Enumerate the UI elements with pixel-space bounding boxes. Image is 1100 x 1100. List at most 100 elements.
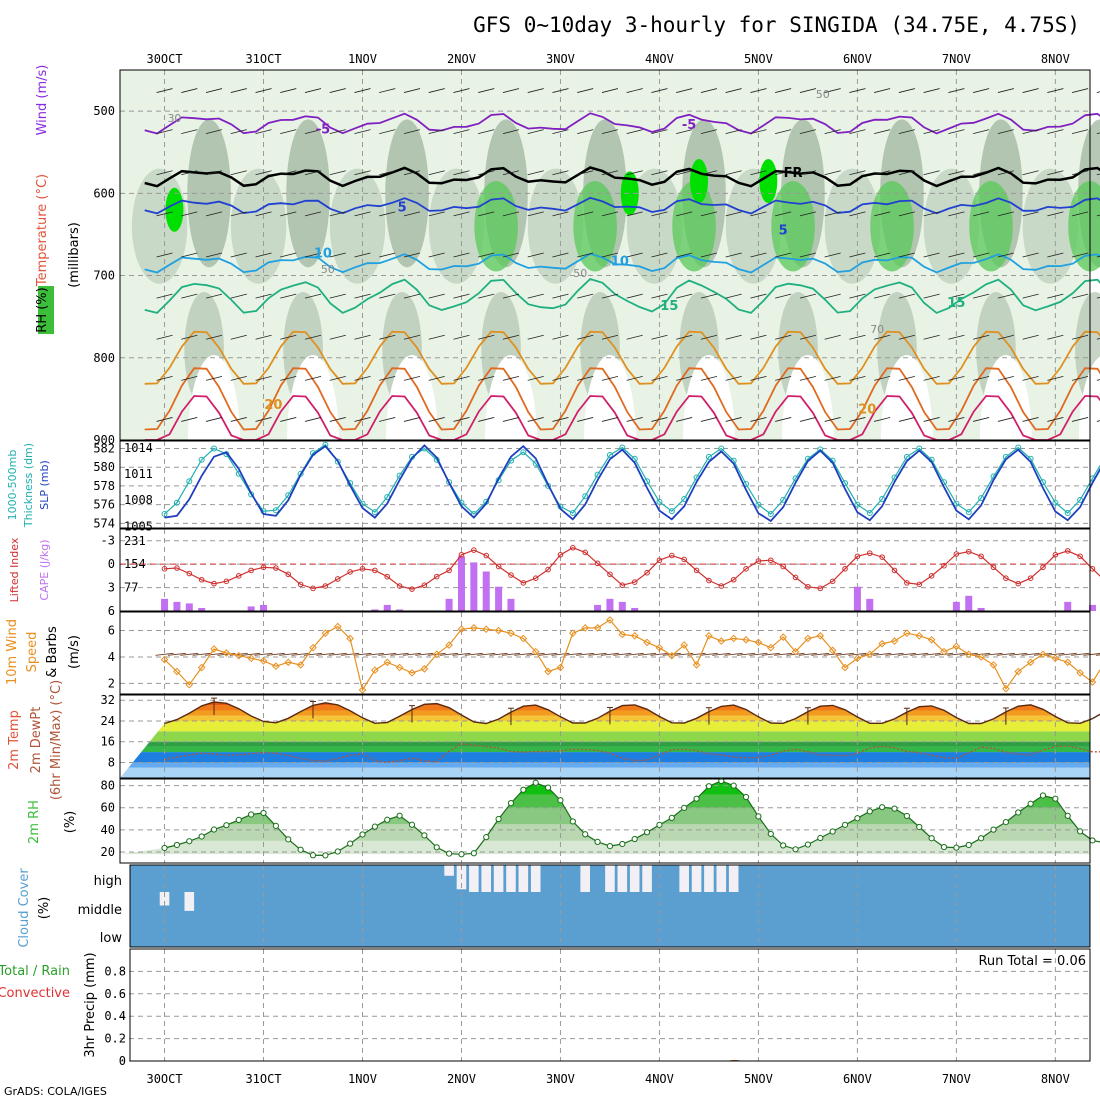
wind-barb [354, 334, 371, 340]
wind-speed-point [779, 633, 787, 641]
wind-barb [799, 334, 817, 340]
wind-barb [552, 170, 569, 176]
y-tick-label-right: 77 [124, 581, 138, 595]
panel-10m-wind: 2 4 6 10m Wind Speed & Barbs (m/s) [5, 611, 1100, 695]
y-tick-label: 0.8 [104, 964, 126, 978]
wind-barb [676, 334, 693, 340]
rh-point [668, 814, 675, 822]
wind-barb [948, 211, 965, 217]
wind-barb [626, 293, 643, 299]
wind-barb [255, 375, 272, 381]
wind-barb [577, 375, 594, 381]
wind-barb [552, 129, 569, 135]
lifted-index-point [928, 573, 935, 579]
y-axis-label: RH (%) [35, 287, 50, 332]
y-tick-label: 800 [93, 351, 115, 365]
wind-barb [775, 334, 792, 340]
temp-band [120, 731, 1090, 742]
wind-barb [230, 88, 247, 93]
lifted-index-point [433, 573, 440, 580]
lifted-index-point [322, 583, 329, 589]
wind-barb [205, 293, 223, 299]
wind-barb [205, 252, 223, 258]
wind-barb [626, 417, 643, 422]
lifted-index-point [904, 580, 910, 586]
wind-barb [638, 652, 657, 656]
wind-barb [205, 129, 223, 135]
wind-barb [428, 252, 445, 258]
thickness-point [334, 458, 341, 465]
wind-barb [601, 88, 619, 93]
wind-barb [402, 652, 422, 656]
wind-barb [329, 417, 346, 422]
wind-barb [304, 252, 322, 258]
wind-barb [997, 252, 1014, 258]
rh-point [767, 830, 774, 838]
lifted-index-point [755, 558, 762, 564]
contour-label: FR [784, 166, 803, 181]
wind-barb [824, 88, 841, 93]
rh-point [433, 844, 440, 851]
wind-barb [291, 652, 310, 656]
wind-barb [799, 170, 817, 176]
wind-barb [477, 652, 496, 656]
wind-barb [700, 293, 718, 299]
lifted-index-point [842, 566, 848, 572]
wind-barb [700, 252, 718, 258]
wind-barb [873, 652, 892, 656]
wind-barb [552, 88, 569, 93]
cape-bar [631, 607, 639, 611]
wind-barb [700, 417, 718, 422]
rh-point [940, 843, 948, 851]
temp-band [120, 715, 1090, 721]
lifted-index-point [508, 572, 514, 578]
rh-shading-peak [759, 159, 778, 203]
y-tick-label: 578 [93, 479, 115, 493]
lifted-index-point [792, 574, 799, 581]
wind-barb [453, 417, 470, 422]
panel-2m-temperature: 8 16 24 32 2m Temp 2m DewPt (6hr Min/Max) (°C) [7, 680, 1100, 800]
wind-barb [577, 252, 594, 258]
wind-barb [996, 652, 1015, 656]
cape-bar [977, 607, 985, 611]
rh-point [161, 844, 168, 852]
lifted-index-point [941, 562, 947, 569]
wind-barb [811, 652, 830, 656]
rh-point [1077, 828, 1084, 835]
cloud-level-label: low [100, 931, 123, 946]
wind-barb [156, 417, 173, 422]
y-tick-label-right: 1005 [124, 519, 153, 533]
y-axis-label: Lifted Index [8, 537, 21, 602]
wind-barb [1047, 334, 1064, 340]
wind-barb [973, 417, 990, 422]
wind-barb [1072, 170, 1089, 176]
rh-shading-peak [165, 187, 184, 232]
wind-barb [329, 334, 346, 340]
wind-speed-point [420, 665, 429, 673]
wind-barb [725, 88, 742, 93]
date-tick-label: 8NOV [1041, 1072, 1070, 1086]
rh-point [248, 811, 255, 818]
wind-barb [948, 129, 965, 135]
wind-barb [230, 170, 247, 176]
rh-point [631, 835, 638, 843]
temp-fill-bands [120, 702, 1090, 778]
wind-speed-point [470, 624, 478, 632]
thickness-line [164, 443, 1100, 515]
cape-bar [198, 607, 206, 611]
rh-shading [385, 119, 429, 268]
rh-point [458, 851, 465, 858]
wind-barb [304, 375, 322, 381]
rh-point [186, 838, 193, 845]
rh-point [928, 835, 935, 842]
wind-barb [849, 334, 866, 340]
wind-barb [181, 129, 198, 135]
wind-barb [502, 88, 520, 93]
y-axis-label: (6hr Min/Max) (°C) [49, 680, 64, 800]
wind-barb [724, 652, 743, 656]
y-axis-label: Wind (m/s) [35, 65, 50, 136]
thickness-point [1064, 510, 1071, 517]
wind-barb [898, 417, 915, 422]
contour-label: 30 [167, 112, 181, 125]
